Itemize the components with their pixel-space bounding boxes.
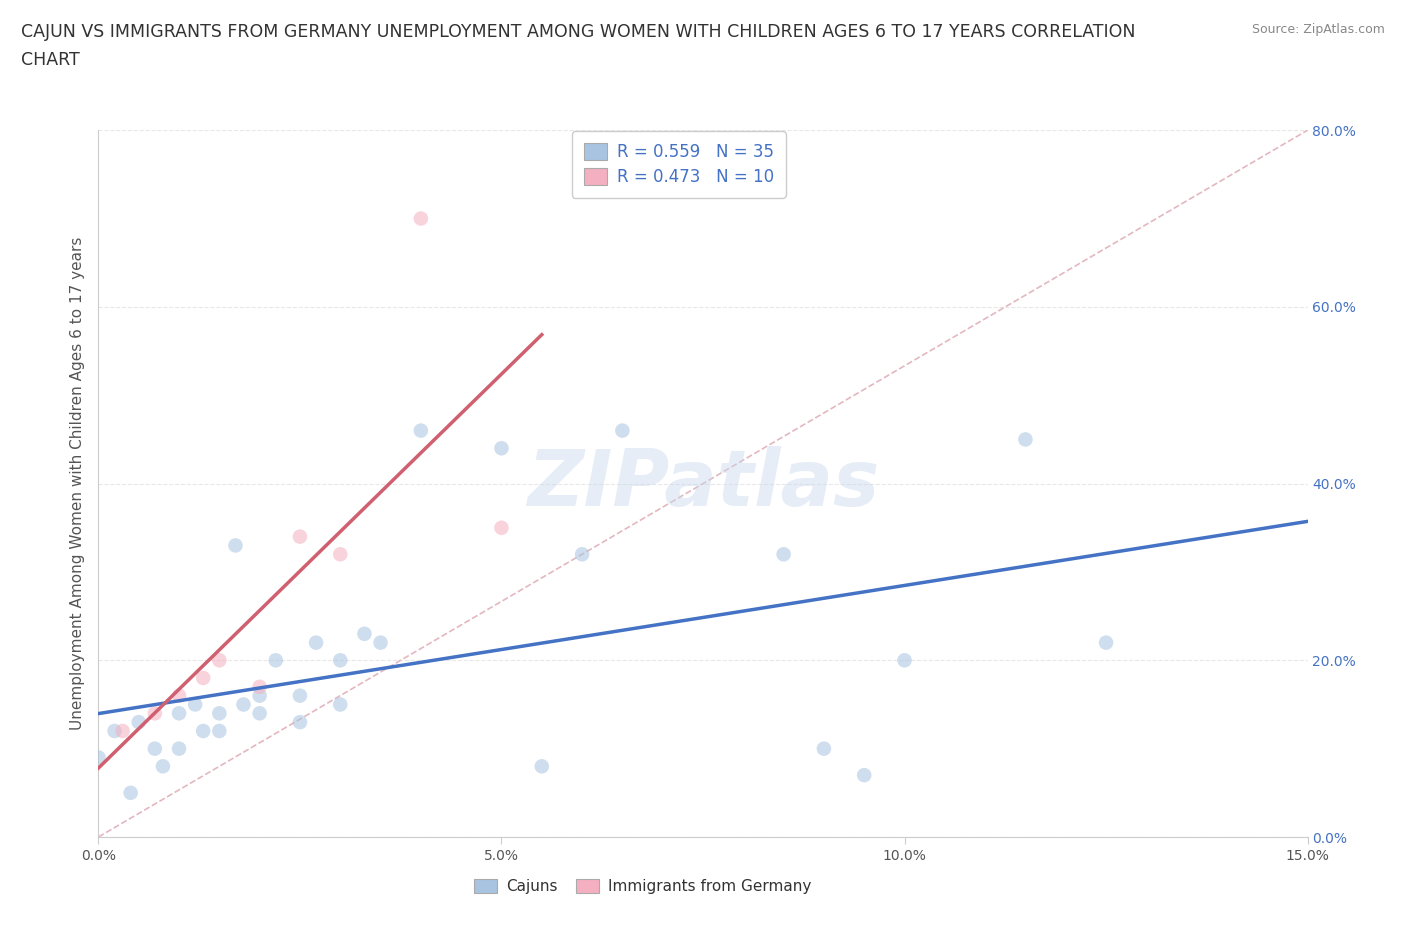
Point: [288, 529, 311, 544]
Point: [103, 724, 125, 738]
Point: [353, 627, 375, 642]
Point: [184, 698, 207, 712]
Point: [208, 724, 231, 738]
Point: [853, 768, 876, 783]
Point: [491, 441, 513, 456]
Point: [813, 741, 835, 756]
Point: [530, 759, 553, 774]
Point: [288, 714, 311, 729]
Point: [571, 547, 593, 562]
Point: [111, 724, 134, 738]
Point: [143, 706, 166, 721]
Point: [249, 688, 271, 703]
Point: [232, 698, 254, 712]
Point: [120, 785, 142, 800]
Point: [208, 653, 231, 668]
Point: [224, 538, 246, 552]
Text: Source: ZipAtlas.com: Source: ZipAtlas.com: [1251, 23, 1385, 36]
Point: [208, 706, 231, 721]
Legend: Cajuns, Immigrants from Germany: Cajuns, Immigrants from Germany: [468, 872, 817, 900]
Point: [193, 671, 215, 685]
Point: [370, 635, 392, 650]
Point: [329, 547, 352, 562]
Text: CHART: CHART: [21, 51, 80, 69]
Point: [612, 423, 634, 438]
Text: CAJUN VS IMMIGRANTS FROM GERMANY UNEMPLOYMENT AMONG WOMEN WITH CHILDREN AGES 6 T: CAJUN VS IMMIGRANTS FROM GERMANY UNEMPLO…: [21, 23, 1136, 41]
Point: [264, 653, 287, 668]
Point: [167, 688, 190, 703]
Point: [409, 211, 432, 226]
Point: [1014, 432, 1036, 447]
Point: [167, 706, 190, 721]
Point: [491, 521, 513, 536]
Point: [893, 653, 915, 668]
Point: [409, 423, 432, 438]
Point: [772, 547, 794, 562]
Point: [167, 741, 190, 756]
Point: [249, 706, 271, 721]
Point: [152, 759, 174, 774]
Text: ZIPatlas: ZIPatlas: [527, 445, 879, 522]
Point: [128, 714, 150, 729]
Point: [288, 688, 311, 703]
Point: [249, 679, 271, 694]
Y-axis label: Unemployment Among Women with Children Ages 6 to 17 years: Unemployment Among Women with Children A…: [70, 237, 86, 730]
Point: [193, 724, 215, 738]
Point: [143, 741, 166, 756]
Point: [305, 635, 328, 650]
Point: [329, 698, 352, 712]
Point: [87, 750, 110, 764]
Point: [1095, 635, 1118, 650]
Point: [329, 653, 352, 668]
